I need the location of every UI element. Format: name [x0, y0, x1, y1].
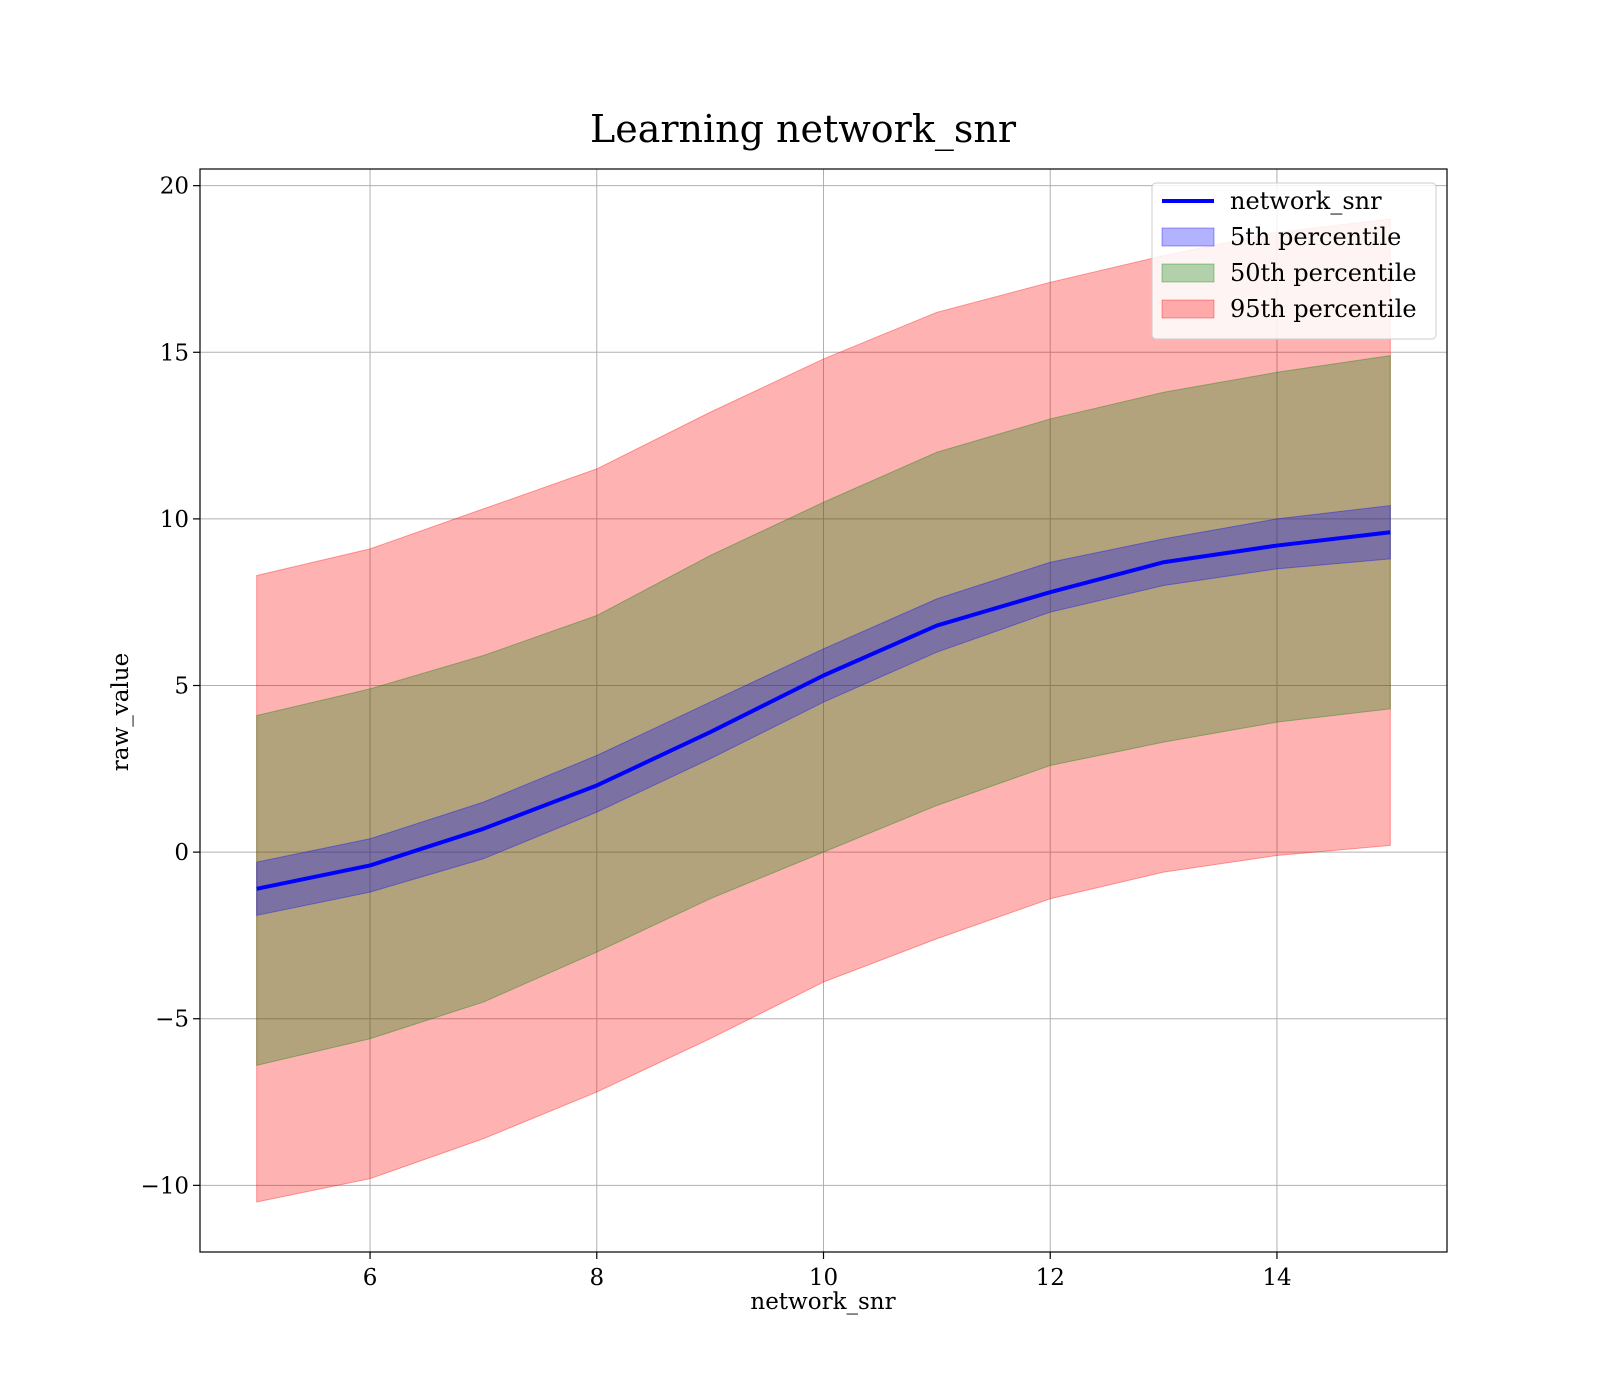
x-tick-label: 12: [1036, 1265, 1065, 1291]
band-5th-percentile: [256, 505, 1391, 917]
y-tick-label: 10: [160, 507, 189, 533]
y-tick-label: 15: [160, 340, 189, 366]
x-axis-label: network_snr: [750, 1289, 895, 1315]
x-tick-label: 14: [1262, 1265, 1291, 1291]
legend-swatch-patch: [1161, 299, 1215, 319]
band-50th-percentile: [256, 355, 1391, 1067]
series-line-network_snr: [256, 530, 1391, 891]
legend-swatch-patch: [1161, 263, 1215, 283]
legend-swatch-patch: [1161, 227, 1215, 247]
y-tick-label: 20: [160, 174, 189, 200]
legend-label: network_snr: [1230, 187, 1382, 215]
legend-label: 5th percentile: [1230, 223, 1401, 251]
x-ticks: 6 8 10 12 14: [363, 1252, 1292, 1291]
y-tick-label: −10: [140, 1173, 189, 1199]
bands: [256, 218, 1391, 1203]
legend-label: 50th percentile: [1230, 259, 1417, 287]
y-tick-label: 0: [174, 840, 189, 866]
chart-title: Learning network_snr: [590, 107, 1017, 152]
band-95th-percentile: [256, 218, 1391, 1203]
lines: [256, 530, 1391, 891]
legend-box: [1151, 182, 1437, 340]
legend: network_snr 5th percentile 50th percentile…: [1151, 182, 1437, 340]
x-tick-label: 8: [589, 1265, 604, 1291]
x-tick-label: 6: [363, 1265, 378, 1291]
y-tick-label: −5: [155, 1007, 189, 1033]
legend-label: 95th percentile: [1230, 295, 1417, 323]
y-ticks: −10 −5 0 5 10 15 20: [140, 174, 200, 1199]
x-tick-label: 10: [809, 1265, 838, 1291]
y-tick-label: 5: [174, 674, 189, 700]
y-axis-label: raw_value: [108, 653, 134, 771]
grid: [200, 169, 1447, 1252]
